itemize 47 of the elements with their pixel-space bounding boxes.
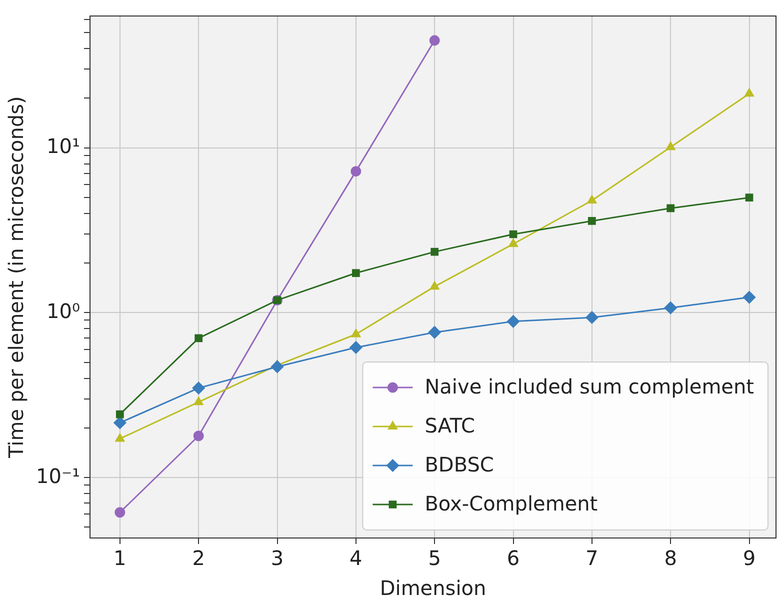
point <box>350 166 362 177</box>
point <box>352 269 360 277</box>
y-tick-label: 10¹ <box>46 134 80 158</box>
point <box>350 341 362 354</box>
x-tick-label: 6 <box>506 546 520 570</box>
point <box>193 430 204 442</box>
legend-label: Naive included sum complement <box>424 374 754 399</box>
x-tick-label: 3 <box>270 546 284 570</box>
point <box>194 334 203 342</box>
point <box>428 326 441 339</box>
x-tick-label: 7 <box>586 546 598 570</box>
point <box>745 194 754 202</box>
y-tick-label: 10⁰ <box>46 298 80 323</box>
point <box>666 204 675 212</box>
legend-label: SATC <box>424 414 475 438</box>
point <box>588 217 596 225</box>
x-tick-label: 2 <box>192 546 205 570</box>
point <box>664 302 677 314</box>
point <box>116 410 124 418</box>
point <box>429 35 440 46</box>
point <box>114 507 126 518</box>
x-tick-label: 4 <box>350 546 362 570</box>
point <box>744 88 754 97</box>
point <box>743 291 756 304</box>
legend-label: Box-Complement <box>424 492 598 516</box>
point <box>192 382 205 394</box>
x-tick-label: 5 <box>428 546 441 570</box>
point <box>586 311 598 324</box>
x-tick-label: 1 <box>114 546 126 570</box>
point <box>430 248 439 256</box>
y-axis-title: Time per element (in microseconds) <box>4 96 28 459</box>
point <box>509 230 518 238</box>
point <box>271 360 284 373</box>
point <box>666 142 676 150</box>
x-tick-label: 8 <box>664 546 677 570</box>
x-axis-title: Dimension <box>380 576 486 600</box>
point <box>194 396 204 406</box>
y-tick-label: 10⁻¹ <box>36 464 80 488</box>
point <box>508 238 518 247</box>
point <box>115 433 125 442</box>
legend-label: BDBSC <box>424 452 494 477</box>
point <box>351 328 361 338</box>
point <box>114 416 126 429</box>
point <box>430 281 440 290</box>
x-tick-label: 9 <box>742 546 756 570</box>
point <box>587 195 597 204</box>
point <box>507 315 520 328</box>
